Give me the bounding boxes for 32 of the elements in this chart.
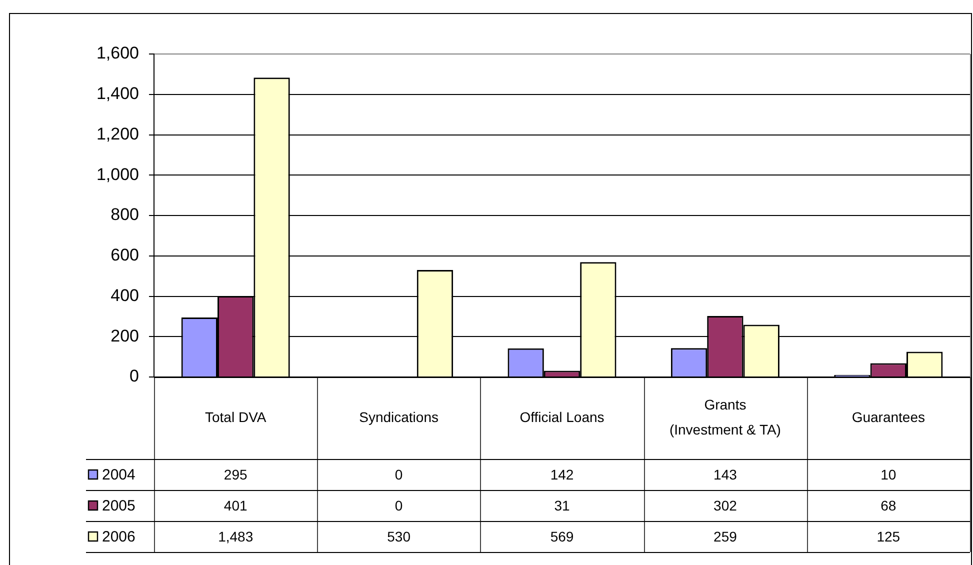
data-label: 295 [224, 466, 248, 482]
data-label: 259 [714, 528, 738, 544]
data-label: 10 [880, 466, 896, 482]
y-tick-label: 1,400 [96, 84, 139, 104]
data-label: 142 [550, 466, 574, 482]
data-label: 302 [714, 497, 738, 514]
y-tick-label: 800 [110, 205, 139, 224]
y-tick-label: 1,600 [96, 44, 139, 63]
x-tick-label: Syndications [359, 408, 438, 425]
x-tick-label: Official Loans [520, 408, 604, 425]
y-tick-label: 600 [110, 246, 139, 265]
x-tick-label: Total DVA [204, 408, 267, 425]
x-tick-label: Grants (Investment & TA) [669, 396, 781, 438]
data-label: 0 [394, 497, 403, 514]
data-label: 143 [714, 466, 738, 482]
data-label: 569 [550, 528, 574, 544]
y-tick-label: 1,000 [96, 164, 139, 184]
data-label: 0 [394, 466, 403, 482]
legend-label: 2006 [102, 528, 136, 546]
data-label: 530 [387, 528, 411, 544]
y-tick-label: 200 [110, 326, 139, 346]
data-label: 68 [880, 497, 896, 514]
data-label: 31 [554, 497, 570, 514]
y-tick-label: 1,200 [96, 124, 139, 144]
data-label: 1,483 [218, 528, 254, 544]
y-tick-label: 400 [110, 286, 139, 305]
x-tick-label: Guarantees [852, 408, 925, 425]
data-label: 401 [224, 497, 248, 514]
y-tick-label: 0 [130, 366, 139, 386]
data-label: 125 [876, 528, 900, 544]
legend-label: 2004 [102, 466, 136, 484]
legend-label: 2005 [102, 498, 136, 515]
